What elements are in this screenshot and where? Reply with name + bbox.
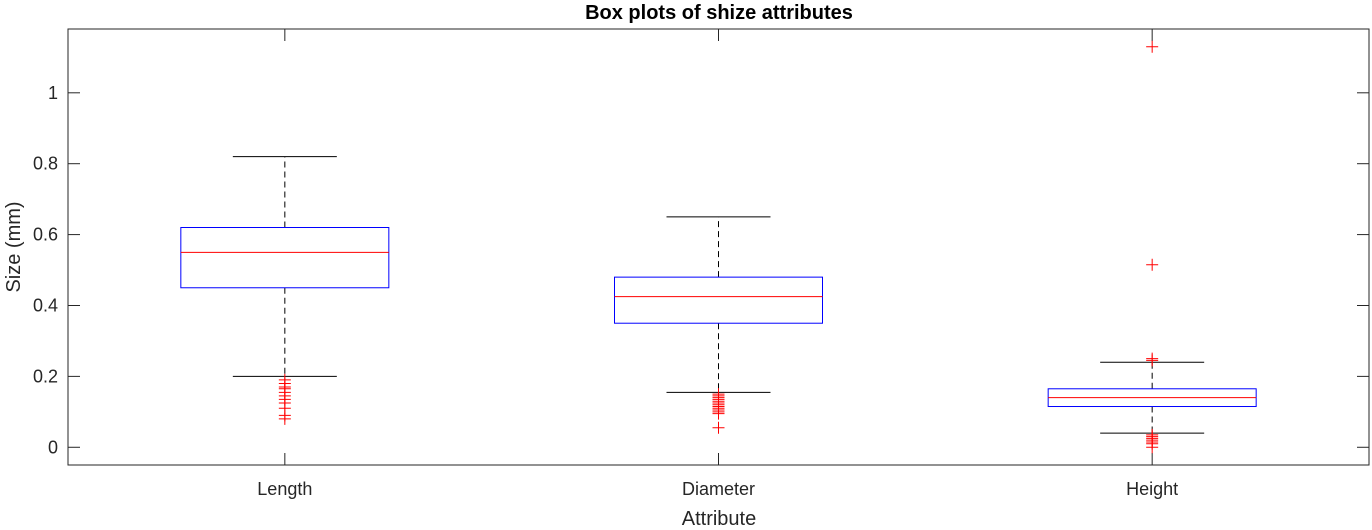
outlier-marker (712, 421, 725, 434)
outlier-marker (278, 412, 291, 425)
outlier-marker (1146, 40, 1159, 53)
outlier-marker (1146, 354, 1159, 367)
y-tick-label: 0.8 (33, 154, 58, 174)
box-iqr (614, 276, 823, 324)
outlier-marker (1146, 441, 1159, 454)
y-tick-label: 0.2 (33, 366, 58, 386)
y-axis-label: Size (mm) (3, 201, 25, 292)
plot-area: 0 0.2 0.4 0.6 0.8 1 Length Diameter Height (33, 28, 1370, 499)
chart-title: Box plots of shize attributes (585, 2, 853, 24)
box-iqr (180, 227, 390, 289)
outlier-marker (712, 407, 725, 420)
x-tick-label: Diameter (682, 479, 755, 499)
y-tick-label: 1 (48, 83, 58, 103)
x-tick-label: Length (257, 479, 312, 499)
x-tick-label: Height (1126, 479, 1178, 499)
y-tick-label: 0.4 (33, 295, 58, 315)
outlier-marker (1146, 258, 1159, 271)
y-tick-label: 0.6 (33, 225, 58, 245)
y-tick-label: 0 (48, 437, 58, 457)
x-axis-label: Attribute (682, 508, 756, 530)
